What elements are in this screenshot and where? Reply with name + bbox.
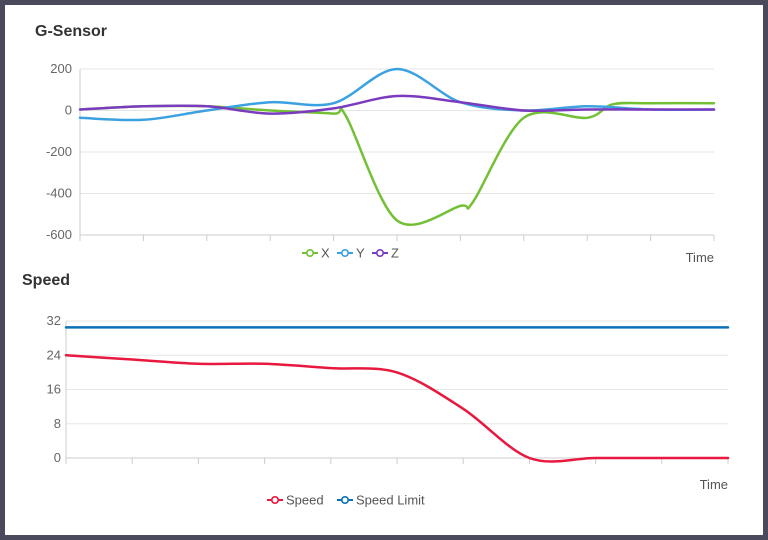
gsensor-y-tick-label: -400 [46, 186, 72, 201]
speed-chart: 32 24 16 8 0 Time Speed Speed Limit [47, 313, 730, 508]
legend-item-y[interactable]: Y [337, 246, 365, 261]
speed-y-tick-label: 0 [54, 450, 61, 465]
gsensor-legend: X Y Z [302, 246, 399, 261]
gsensor-chart: 200 0 -200 -400 -600 Time X Y Z [46, 61, 716, 265]
gsensor-y-tick-label: -200 [46, 144, 72, 159]
gsensor-chart-title: G-Sensor [35, 23, 108, 40]
gsensor-y-tick-label: 200 [50, 61, 72, 76]
legend-marker-icon [340, 249, 349, 258]
legend-marker-icon [340, 495, 349, 504]
speed-chart-title: Speed [22, 272, 71, 289]
legend-label: X [321, 246, 330, 261]
speed-series-line-speed [64, 354, 730, 463]
legend-marker-icon [305, 249, 314, 258]
gsensor-series-line-y [78, 67, 716, 122]
charts-panel: G-Sensor Speed 200 0 -200 -400 -600 Time X Y Z… [5, 5, 763, 535]
legend-label: Speed [286, 493, 324, 508]
speed-x-axis-title: Time [700, 477, 728, 492]
speed-y-tick-label: 8 [54, 416, 61, 431]
gsensor-series-line-z [78, 94, 716, 115]
legend-label: Y [356, 246, 365, 261]
gsensor-y-tick-label: 0 [65, 103, 72, 118]
gsensor-x-axis-title: Time [686, 250, 714, 265]
speed-y-tick-label: 24 [47, 347, 61, 362]
speed-y-tick-label: 16 [47, 382, 61, 397]
legend-item-speed[interactable]: Speed [267, 493, 324, 508]
speed-legend: Speed Speed Limit [267, 493, 425, 508]
legend-label: Z [391, 246, 399, 261]
legend-marker-icon [375, 249, 384, 258]
legend-item-x[interactable]: X [302, 246, 330, 261]
speed-y-tick-label: 32 [47, 313, 61, 328]
legend-marker-icon [270, 495, 279, 504]
gsensor-y-tick-label: -600 [46, 227, 72, 242]
legend-item-z[interactable]: Z [372, 246, 399, 261]
legend-item-speed-limit[interactable]: Speed Limit [337, 493, 425, 508]
legend-label: Speed Limit [356, 493, 425, 508]
